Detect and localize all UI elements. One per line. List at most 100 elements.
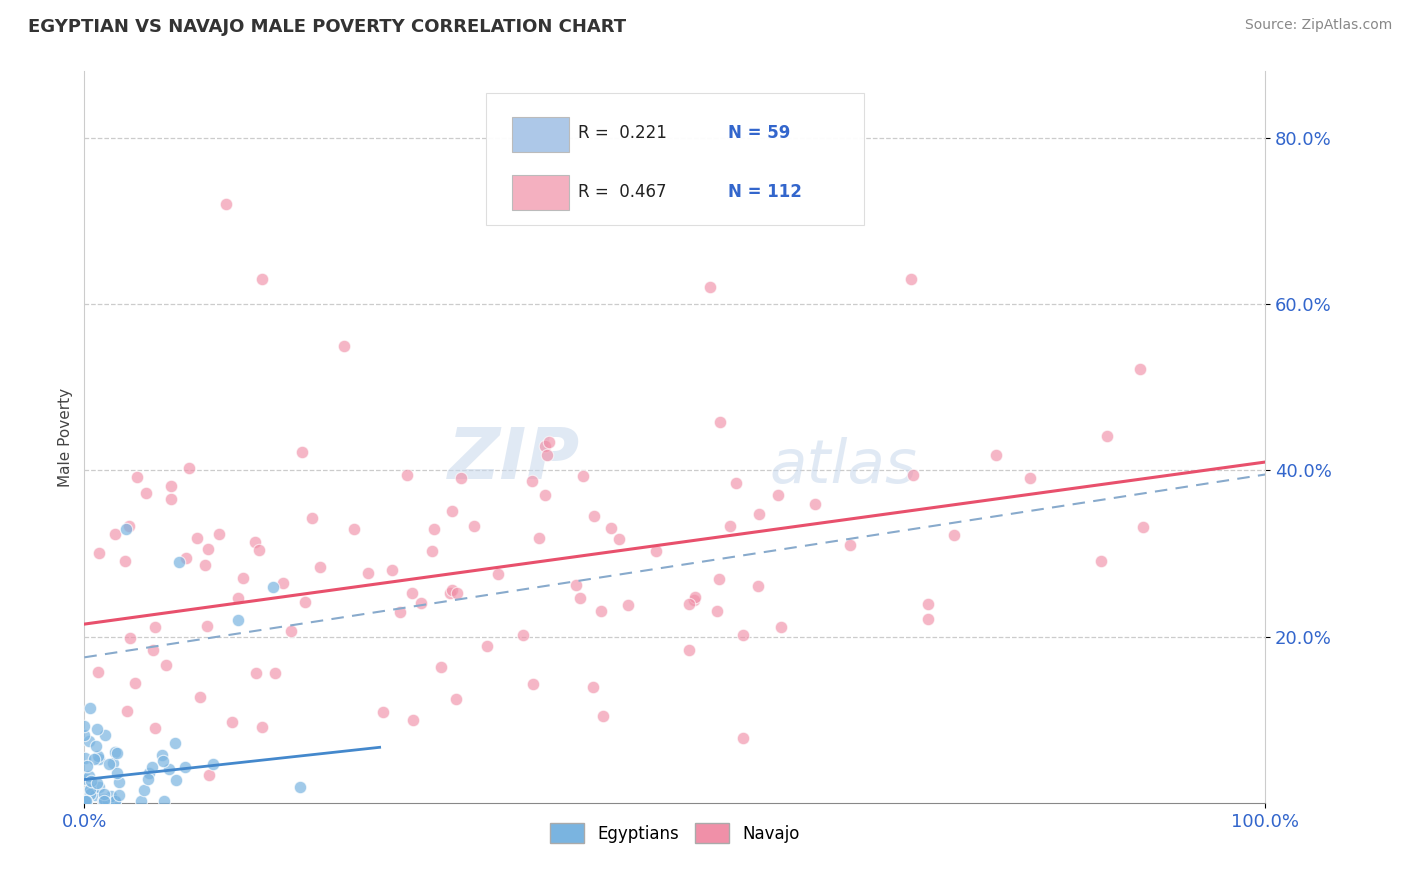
Point xyxy=(73,719,96,733)
Point xyxy=(79,700,101,714)
Point xyxy=(94,728,117,742)
Point xyxy=(76,759,98,773)
Point xyxy=(617,598,640,612)
Point xyxy=(104,745,127,759)
Point xyxy=(197,542,219,557)
Point xyxy=(440,504,463,518)
Point xyxy=(87,665,110,680)
Point xyxy=(718,519,741,533)
Point xyxy=(129,794,152,808)
Point xyxy=(536,448,558,462)
Point xyxy=(440,583,463,598)
Text: atlas: atlas xyxy=(769,437,917,496)
Point xyxy=(194,558,217,572)
Text: ZIP: ZIP xyxy=(449,425,581,493)
Text: R =  0.221: R = 0.221 xyxy=(578,124,666,143)
Point xyxy=(91,794,114,808)
Point xyxy=(589,604,612,618)
Point xyxy=(600,521,623,535)
Point xyxy=(986,448,1008,462)
Point xyxy=(75,794,97,808)
Point xyxy=(569,591,592,605)
Point xyxy=(446,585,468,599)
Point xyxy=(197,768,219,782)
Point xyxy=(607,532,630,546)
Point xyxy=(917,597,939,611)
Y-axis label: Male Poverty: Male Poverty xyxy=(58,387,73,487)
Point xyxy=(167,555,190,569)
Point xyxy=(160,492,183,507)
Point xyxy=(444,692,467,706)
FancyBboxPatch shape xyxy=(486,94,863,225)
Point xyxy=(93,787,115,801)
Point xyxy=(87,752,110,766)
Point xyxy=(333,338,356,352)
Point xyxy=(683,593,706,607)
Point xyxy=(165,773,187,788)
Point xyxy=(142,643,165,657)
Point xyxy=(202,756,225,771)
Point xyxy=(221,714,243,729)
Point xyxy=(900,272,922,286)
Point xyxy=(143,721,166,735)
Point xyxy=(138,765,160,780)
Point xyxy=(903,467,925,482)
Point xyxy=(678,597,700,611)
Point xyxy=(683,591,706,605)
Point xyxy=(104,527,127,541)
Point xyxy=(105,765,128,780)
Point xyxy=(583,508,606,523)
Point xyxy=(582,681,605,695)
Text: N = 112: N = 112 xyxy=(728,183,801,201)
Point xyxy=(87,546,110,560)
Text: Source: ZipAtlas.com: Source: ZipAtlas.com xyxy=(1244,18,1392,32)
Point xyxy=(93,792,115,806)
Point xyxy=(343,523,366,537)
Point xyxy=(356,566,378,580)
Point xyxy=(108,775,131,789)
Point xyxy=(262,580,284,594)
Point xyxy=(709,416,731,430)
Point xyxy=(475,639,498,653)
Point xyxy=(91,794,114,808)
Point xyxy=(117,519,139,533)
Point xyxy=(280,624,302,638)
Point xyxy=(748,507,770,521)
Point xyxy=(917,612,939,626)
Point xyxy=(176,550,198,565)
Point xyxy=(226,591,249,606)
Legend: Egyptians, Navajo: Egyptians, Navajo xyxy=(544,817,806,849)
Point xyxy=(768,488,790,502)
Point xyxy=(93,794,115,808)
Point xyxy=(100,789,122,803)
Point xyxy=(592,708,614,723)
Point xyxy=(134,782,156,797)
Point xyxy=(215,197,238,211)
Point xyxy=(1018,471,1040,485)
Point xyxy=(291,444,314,458)
Point xyxy=(143,620,166,634)
Point xyxy=(423,522,446,536)
Point xyxy=(429,659,451,673)
Point xyxy=(420,544,443,558)
Point xyxy=(101,756,124,770)
Point xyxy=(733,628,755,642)
Point xyxy=(73,751,96,765)
Point xyxy=(943,528,966,542)
Point xyxy=(1129,362,1152,376)
Point xyxy=(73,728,96,742)
Point xyxy=(389,605,412,619)
Point xyxy=(135,486,157,500)
Point xyxy=(520,474,543,488)
Point xyxy=(107,788,129,802)
Point xyxy=(104,794,127,808)
Point xyxy=(706,604,728,618)
Point xyxy=(533,488,555,502)
Point xyxy=(250,720,273,734)
Point xyxy=(707,572,730,586)
Point xyxy=(1132,519,1154,533)
Point xyxy=(114,554,136,568)
Point xyxy=(245,666,267,681)
Point xyxy=(152,747,174,762)
Point xyxy=(84,788,107,802)
